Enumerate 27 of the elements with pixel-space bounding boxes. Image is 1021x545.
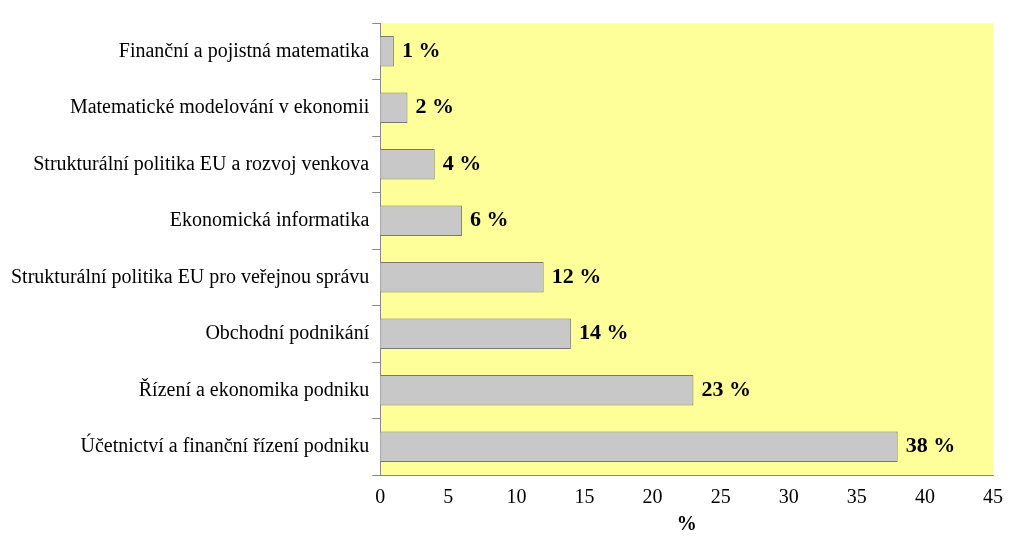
data-label: 38 % (905, 432, 956, 458)
y-tick-label: Matematické modelování v ekonomii (69, 95, 370, 117)
x-tick-label: 35 (846, 485, 867, 508)
data-label: 14 % (578, 319, 629, 345)
x-tick-label: 0 (375, 485, 386, 508)
x-tick-label: 10 (506, 485, 527, 508)
data-label: 4 % (442, 149, 482, 175)
x-tick-label: 5 (443, 485, 454, 508)
x-tick-label: 20 (642, 485, 663, 508)
x-tick-label: 40 (914, 485, 935, 508)
x-tick-label: 30 (778, 485, 799, 508)
x-tick-label: 25 (710, 485, 731, 508)
x-tick-label: 15 (574, 485, 595, 508)
y-tick-label: Účetnictví a finanční řízení podniku (80, 433, 370, 457)
data-label: 6 % (469, 206, 509, 232)
y-tick-label: Strukturální politika EU a rozvoj venkova (33, 151, 370, 175)
x-axis-title: % (676, 512, 697, 535)
y-tick-label: Finanční a pojistná matematika (118, 38, 370, 62)
y-tick-label: Řízení a ekonomika podniku (138, 377, 370, 401)
data-label: 2 % (415, 93, 454, 119)
data-label: 1 % (401, 36, 441, 62)
x-tick-label: 45 (983, 485, 1003, 508)
y-tick-label: Obchodní podnikání (205, 321, 370, 344)
y-tick-label: Ekonomická informatika (169, 208, 370, 230)
y-tick-label: Strukturální politika EU pro veřejnou správu (11, 264, 370, 288)
data-label: 23 % (701, 375, 751, 401)
data-label: 12 % (551, 262, 602, 288)
